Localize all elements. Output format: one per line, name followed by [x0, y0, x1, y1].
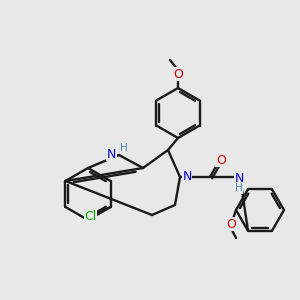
Text: N: N [234, 172, 244, 185]
Text: O: O [216, 154, 226, 166]
Text: N: N [106, 148, 116, 160]
Text: H: H [120, 143, 128, 153]
Text: O: O [226, 218, 236, 230]
Text: O: O [173, 68, 183, 80]
Text: Cl: Cl [84, 211, 97, 224]
Text: H: H [235, 183, 243, 193]
Text: N: N [182, 169, 192, 182]
